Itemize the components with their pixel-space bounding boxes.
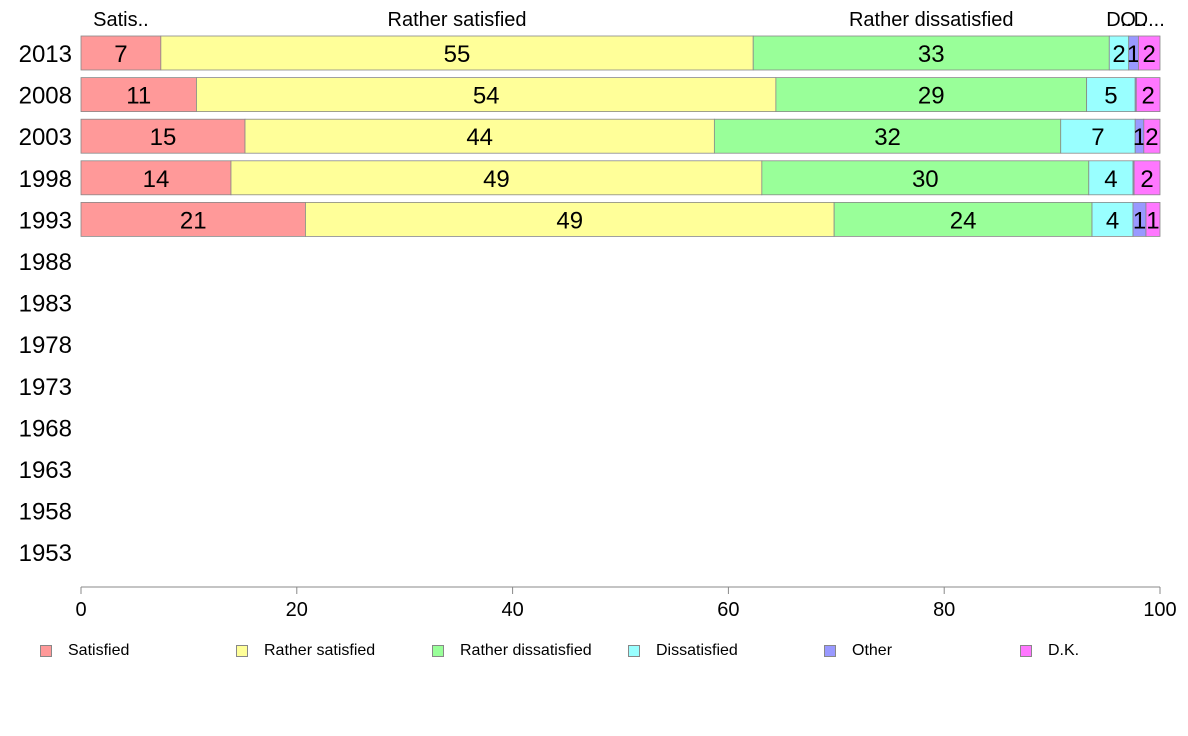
series-header-label: D...	[1134, 9, 1165, 31]
category-label: 1963	[19, 457, 72, 484]
bar-segment	[160, 35, 754, 71]
data-label: 15	[150, 124, 177, 151]
bar-segment	[80, 77, 197, 112]
data-label: 7	[1091, 124, 1104, 151]
bar-segment	[80, 118, 246, 154]
data-label: 7	[114, 41, 127, 68]
series-header-label: D..	[1106, 9, 1132, 31]
bar-segment	[775, 77, 1088, 112]
legend-swatch	[824, 645, 836, 657]
data-label: 1	[1146, 207, 1159, 234]
data-label: 1	[1127, 41, 1140, 68]
category-label: 1973	[19, 374, 72, 401]
legend-swatch	[236, 645, 248, 657]
data-label: 49	[556, 207, 583, 234]
data-label: 49	[483, 166, 510, 193]
bar-segment	[1143, 118, 1161, 154]
category-label: 2008	[19, 83, 72, 110]
data-label: 2	[1145, 124, 1158, 151]
bar-segment	[1145, 201, 1161, 237]
category-label: 1998	[19, 166, 72, 193]
bar-segment	[305, 201, 835, 237]
data-label: 2	[1140, 166, 1153, 193]
data-label: 4	[1106, 207, 1119, 234]
data-label: 54	[473, 83, 500, 110]
bar-segment	[1088, 160, 1134, 196]
series-header-label: O..	[1120, 9, 1147, 31]
bar-segment	[196, 77, 777, 112]
legend-label: Rather satisfied	[264, 642, 376, 659]
bar-segment	[80, 35, 162, 71]
category-label: 1988	[19, 249, 72, 276]
legend-item: D.K.	[1020, 640, 1079, 662]
data-label: 33	[918, 41, 945, 68]
bar-segment	[1138, 35, 1161, 71]
category-label: 2003	[19, 124, 72, 151]
legend-label: Dissatisfied	[656, 642, 738, 659]
legend-item: Rather dissatisfied	[432, 640, 592, 662]
data-label: 11	[126, 83, 151, 110]
data-label: 4	[1104, 166, 1117, 193]
bar-segment	[761, 160, 1090, 196]
category-label: 1953	[19, 540, 72, 567]
data-label: 2	[1112, 41, 1125, 68]
data-label: 32	[874, 124, 901, 151]
category-label: 1993	[19, 207, 72, 234]
legend-item: Satisfied	[40, 640, 129, 662]
bar-segment	[1091, 201, 1134, 237]
data-label: 29	[918, 83, 945, 110]
data-label: 30	[912, 166, 939, 193]
category-label: 2013	[19, 41, 72, 68]
data-label: 1	[1133, 124, 1146, 151]
bar-segment	[752, 35, 1110, 71]
category-label: 1978	[19, 332, 72, 359]
stacked-bar-chart: 2013 2008 2003 1998 1993 1988 1983 1978 1973 1968…	[19, 9, 1177, 621]
data-label: 2	[1143, 41, 1156, 68]
x-tick-label: 0	[75, 599, 86, 621]
bar-segment	[230, 160, 763, 196]
legend-swatch	[40, 645, 52, 657]
bar-segment	[1135, 77, 1161, 112]
category-label: 1968	[19, 415, 72, 442]
bar-segment	[1133, 160, 1161, 196]
legend-item: Other	[824, 640, 892, 662]
legend-label: Other	[852, 642, 893, 659]
bar-segment	[1060, 118, 1136, 154]
legend-label: Satisfied	[68, 642, 130, 659]
bar-segment	[713, 118, 1062, 154]
x-tick-label: 80	[933, 599, 955, 621]
series-header-label: Satis..	[93, 9, 149, 31]
legend-label: D.K.	[1048, 642, 1080, 659]
data-label: 14	[143, 166, 170, 193]
data-label: 21	[180, 207, 207, 234]
data-label: 55	[444, 41, 471, 68]
x-tick-label: 100	[1143, 599, 1176, 621]
series-header-label: Rather satisfied	[388, 9, 527, 31]
legend-swatch	[432, 645, 444, 657]
series-header-label: Rather dissatisfied	[849, 9, 1014, 31]
legend-swatch	[1020, 645, 1032, 657]
x-tick-label: 40	[501, 599, 523, 621]
legend-item: Dissatisfied	[628, 640, 738, 662]
bar-segment	[244, 118, 715, 154]
bar-segment	[833, 201, 1093, 237]
legend-label: Rather dissatisfied	[460, 642, 592, 659]
legend-swatch	[628, 645, 640, 657]
legend: Satisfied Rather satisfied Rather dissatis…	[40, 640, 1180, 662]
x-tick-label: 20	[286, 599, 308, 621]
category-label: 1983	[19, 291, 72, 318]
category-label: 1958	[19, 499, 72, 526]
data-label: 2	[1141, 83, 1154, 110]
data-label: 1	[1133, 207, 1146, 234]
data-label: 44	[466, 124, 493, 151]
data-label: 24	[950, 207, 977, 234]
legend-item: Rather satisfied	[236, 640, 375, 662]
bar-segment	[80, 160, 232, 196]
x-tick-label: 60	[717, 599, 739, 621]
data-label: 5	[1104, 83, 1117, 110]
